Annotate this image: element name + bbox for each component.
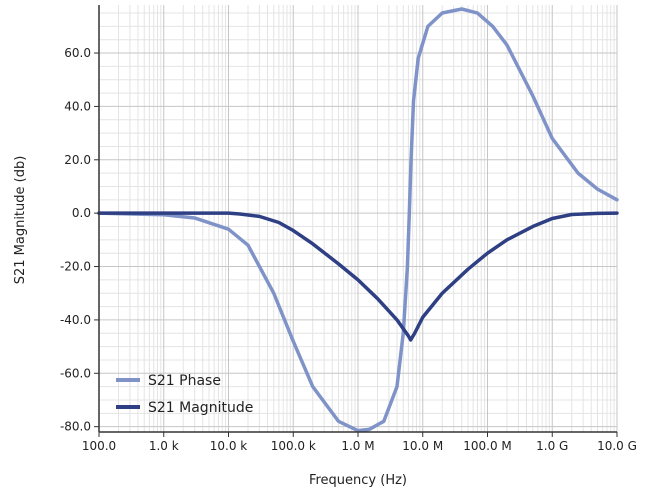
y-tick-label: 60.0 <box>64 46 91 60</box>
y-tick-label: -80.0 <box>60 420 91 434</box>
series-line-s21-phase <box>97 7 619 433</box>
x-tick-label: 1.0 M <box>341 439 374 453</box>
legend-label-s21-phase: S21 Phase <box>148 373 221 389</box>
x-tick-label: 1.0 k <box>149 439 179 453</box>
series-layer <box>97 7 619 433</box>
series-line-s21-magnitude <box>97 211 619 342</box>
x-tick-label: 1.0 G <box>536 439 568 453</box>
legend-label-s21-magnitude: S21 Magnitude <box>148 400 253 416</box>
legend: S21 Phase S21 Magnitude <box>116 373 253 416</box>
x-tick-label: 10.0 M <box>402 439 443 453</box>
y-axis-label: S21 Magnitude (db) <box>13 156 28 285</box>
x-axis-label: Frequency (Hz) <box>309 473 407 488</box>
y-tick-label: -40.0 <box>60 313 91 327</box>
x-tick-label: 10.0 k <box>210 439 248 453</box>
x-tick-label: 100.0 M <box>463 439 512 453</box>
x-tick-label: 100.0 <box>82 439 116 453</box>
y-tick-label: -20.0 <box>60 260 91 274</box>
y-tick-label: 20.0 <box>64 153 91 167</box>
x-tick-label: 100.0 k <box>271 439 316 453</box>
y-tick-label: 0.0 <box>72 206 91 220</box>
y-tick-label: -60.0 <box>60 366 91 380</box>
x-tick-label: 10.0 G <box>597 439 637 453</box>
tick-labels: 100.0 1.0 k 10.0 k 100.0 k 1.0 M 10.0 M 100.0 … <box>60 46 637 453</box>
y-tick-label: 40.0 <box>64 99 91 113</box>
major-grid <box>98 5 618 432</box>
